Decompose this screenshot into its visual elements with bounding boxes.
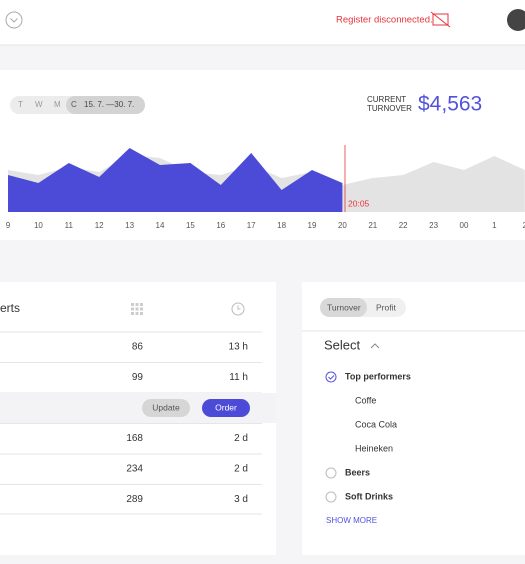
row-time: 2 d [234,433,248,444]
chevron [10,18,18,23]
button[interactable] [202,399,250,417]
metric-tab[interactable]: Profit [376,302,396,312]
show-more[interactable]: SHOW MORE [326,516,377,525]
x-tick-label: 12 [95,221,104,230]
now-label: 20:05 [348,198,370,208]
status-text: Register disconnected. [336,15,433,26]
x-tick-label: 17 [247,221,256,230]
row-time: 3 d [234,494,248,505]
filter-subitem[interactable]: Heineken [355,443,393,453]
x-tick-label: 21 [368,221,377,230]
period-tab[interactable]: C [71,100,77,109]
period-tab[interactable]: M [54,100,61,109]
filter-item[interactable]: Soft Drinks [345,491,393,501]
area [8,148,343,212]
radio[interactable] [325,491,337,503]
x-tick-label: 2 [523,221,525,230]
filter-subitem[interactable]: Coffe [355,395,376,405]
x-tick-label: 1 [492,221,497,230]
period-tab[interactable]: T [18,100,23,109]
button-label[interactable]: Update [152,402,180,412]
menu-toggle[interactable] [5,11,23,29]
turnover-label: CURRENT [367,95,406,104]
grid-icon [131,303,143,315]
button[interactable] [142,399,190,417]
x-tick-label: 22 [399,221,408,230]
x-tick-label: 23 [429,221,438,230]
row-time: 11 h [229,372,248,383]
radio[interactable] [325,467,337,479]
row-time: 13 h [229,342,248,353]
x-tick-label: 14 [156,221,165,230]
filter-item[interactable]: Top performers [345,371,411,381]
x-tick-label: 19 [308,221,317,230]
select-label[interactable]: Select [324,337,361,352]
button-label[interactable]: Order [215,402,237,412]
x-tick-label: 11 [65,221,74,230]
turnover-label: TURNOVER [367,104,412,113]
metric-selected[interactable] [320,298,367,317]
metric-tab[interactable]: Turnover [327,302,361,312]
row-value: 86 [132,342,144,353]
x-tick-label: 20 [338,221,347,230]
row-value: 234 [126,464,143,475]
x-tick-label: 16 [216,221,225,230]
check-icon[interactable] [325,371,337,383]
row-value: 289 [126,494,143,505]
period-range: 15. 7. —30. 7. [84,100,134,109]
turnover-value: $4,563 [418,93,482,116]
chevron [370,343,380,349]
filter-subitem[interactable]: Coca Cola [355,419,397,429]
x-tick-label: 18 [277,221,286,230]
clock-icon [231,302,245,316]
filter-item[interactable]: Beers [345,467,370,477]
check-mark [328,375,335,380]
avatar[interactable] [507,9,525,31]
filters-card [302,282,525,555]
x-tick-label: 15 [186,221,195,230]
x-tick-label: 13 [125,221,134,230]
period-selected[interactable] [66,96,145,114]
x-tick-label: 10 [34,221,43,230]
row-time: 2 d [234,464,248,475]
row-value: 168 [126,433,143,444]
disconnected-icon [430,11,451,28]
top-bar [0,0,525,45]
x-tick-label: 9 [6,221,11,230]
x-tick-label: 00 [460,221,469,230]
period-tab[interactable]: W [35,100,43,109]
row-value: 99 [132,372,144,383]
card-title: erts [0,301,20,315]
